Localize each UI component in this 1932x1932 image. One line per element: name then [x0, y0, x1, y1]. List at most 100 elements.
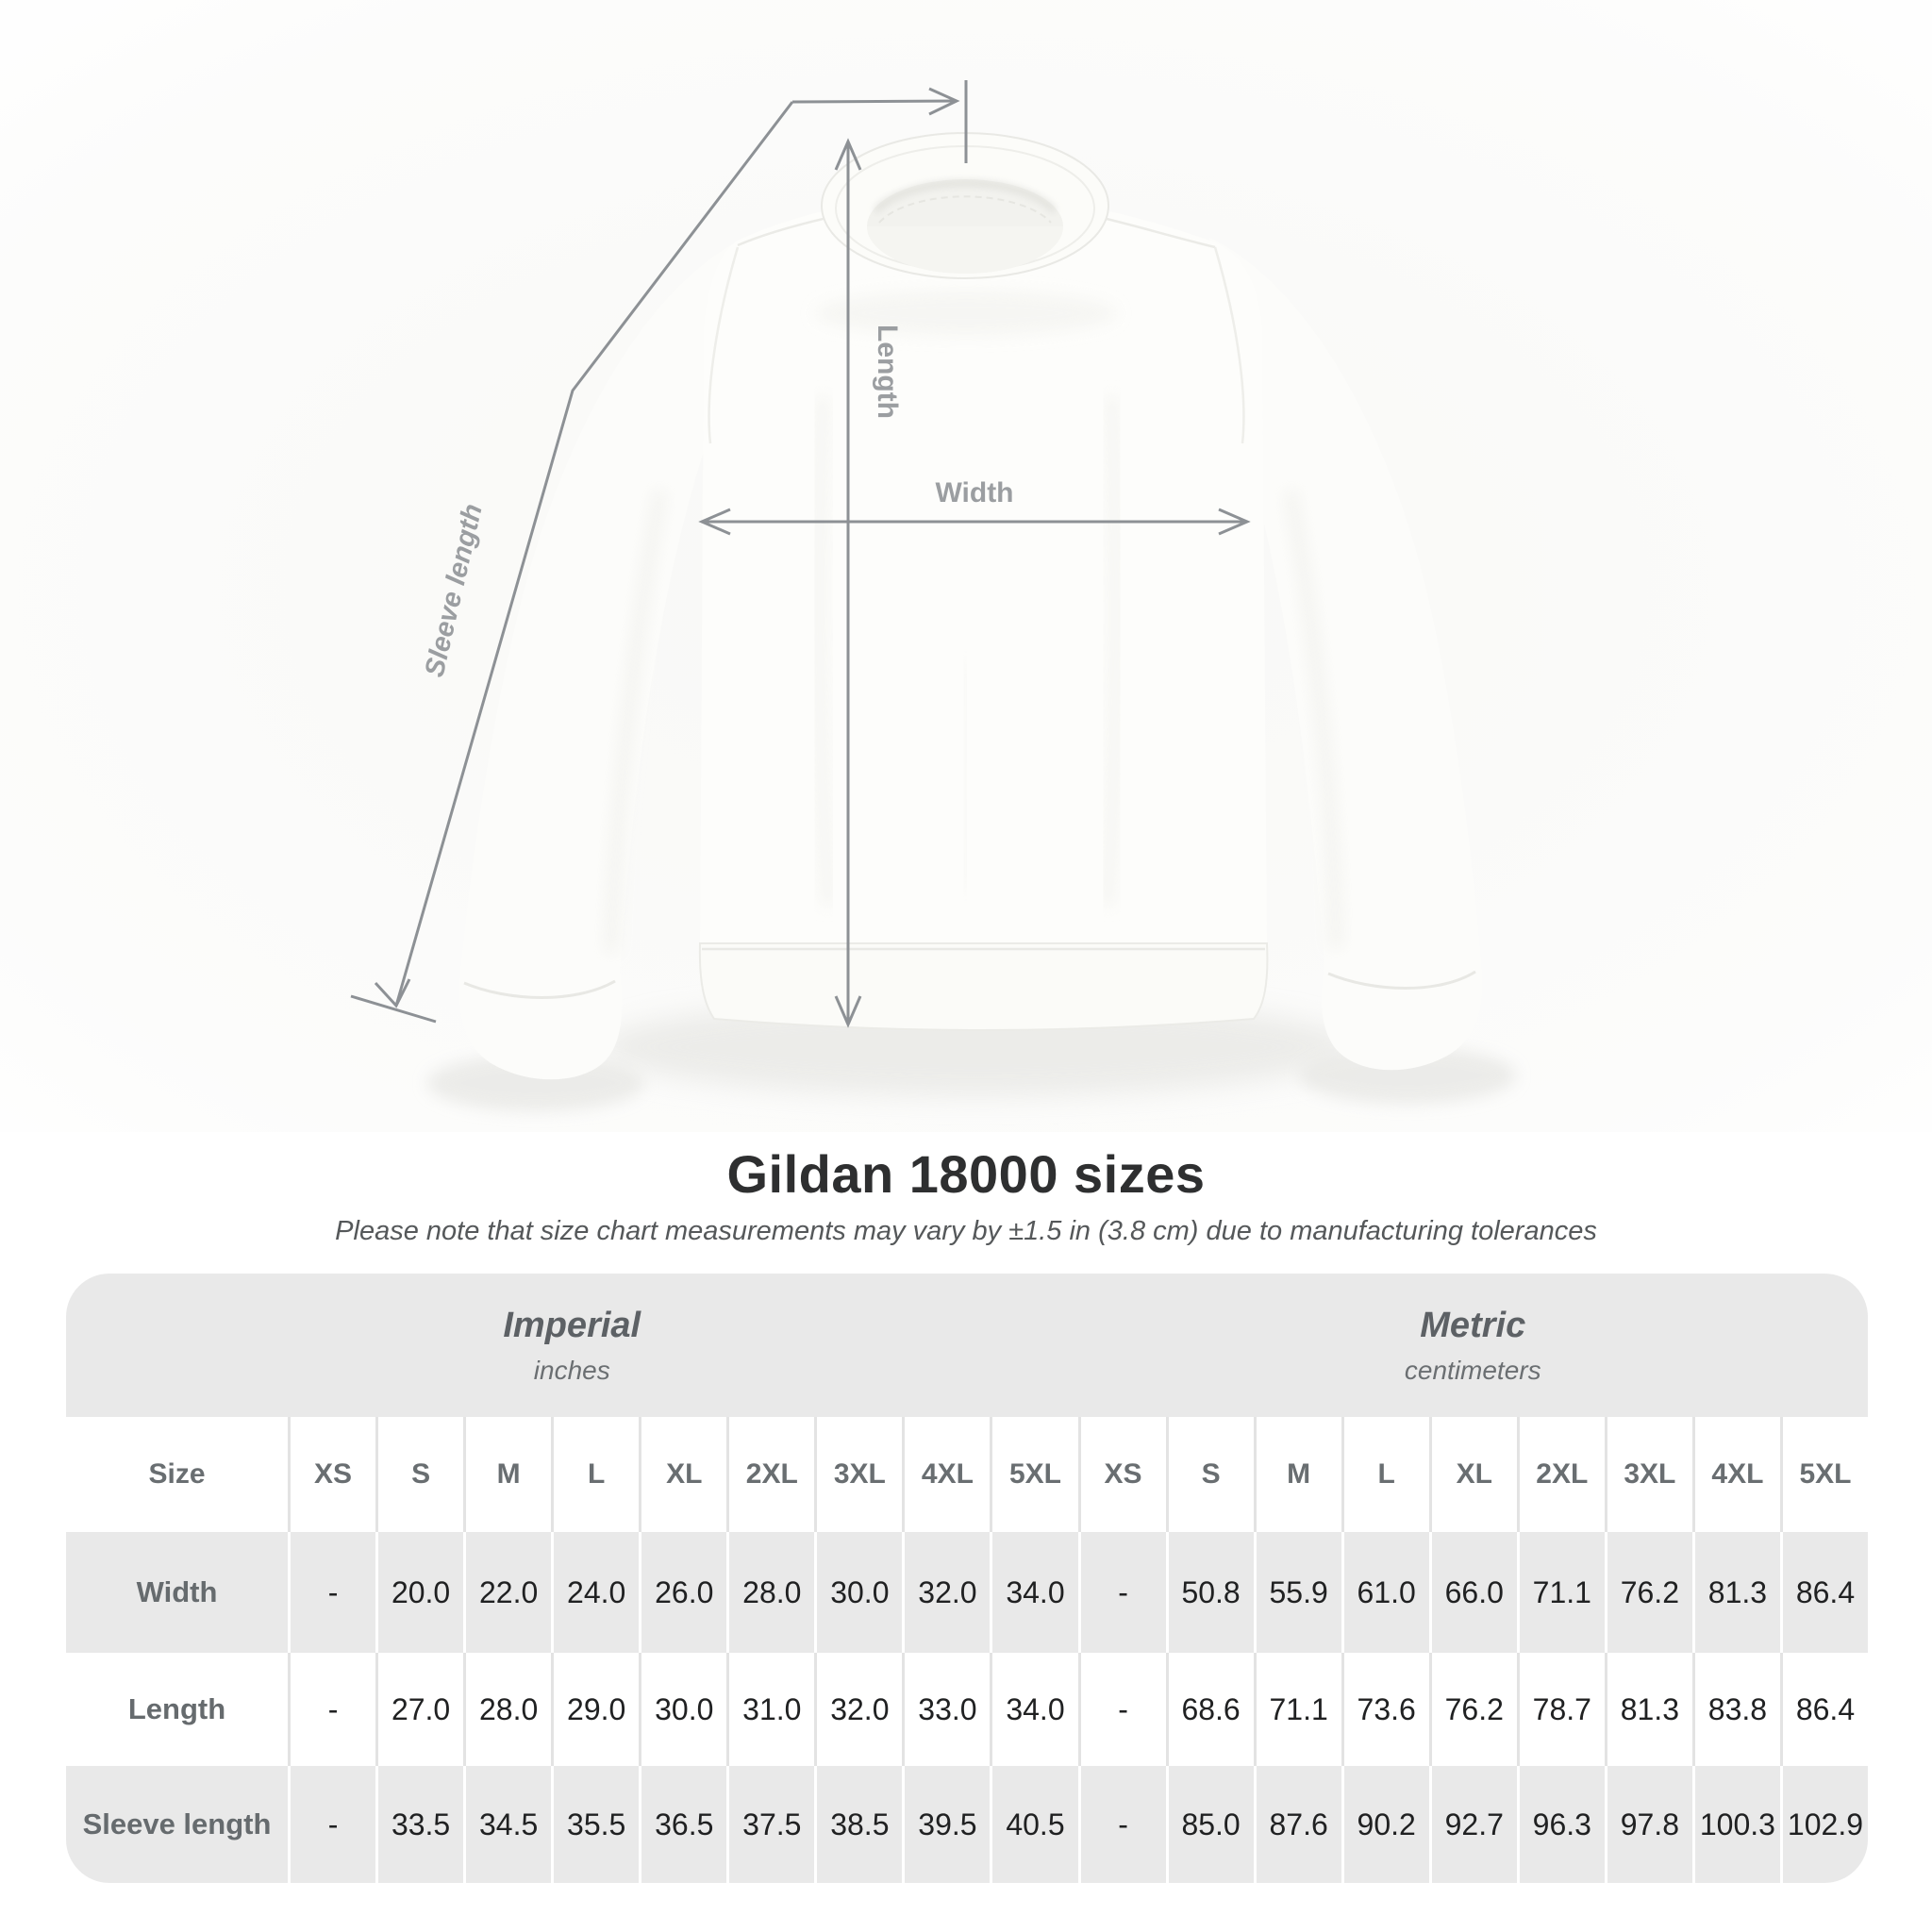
table-cell: 68.6: [1168, 1653, 1254, 1766]
table-cell: 97.8: [1607, 1766, 1692, 1883]
column-header: XL: [1431, 1417, 1517, 1532]
sleeve-arrowhead: [374, 978, 411, 1008]
table-cell: 76.2: [1431, 1653, 1517, 1766]
column-header: 2XL: [729, 1417, 815, 1532]
table-cell: -: [1080, 1653, 1166, 1766]
measurement-annotations: [350, 80, 1251, 1028]
right-sleeve: [1209, 238, 1482, 1071]
table-cell: 32.0: [905, 1532, 991, 1653]
width-arrow: [698, 508, 1251, 536]
table-cell: -: [1080, 1532, 1166, 1653]
column-header: S: [378, 1417, 464, 1532]
table-cell: 20.0: [378, 1532, 464, 1653]
table-cell: 30.0: [817, 1532, 903, 1653]
table-cell: 36.5: [641, 1766, 727, 1883]
width-label: Width: [935, 477, 1013, 508]
size-col-header: Size: [66, 1417, 288, 1532]
table-cell: 71.1: [1256, 1653, 1341, 1766]
table-cell: 96.3: [1519, 1766, 1605, 1883]
table-cell: 30.0: [641, 1653, 727, 1766]
length-bottom-arrowhead: [834, 995, 862, 1028]
measure-row-sleeve: Sleeve length -33.5 34.5 35.5 36.5 37.5 38.5 39…: [66, 1766, 1868, 1883]
table-cell: 31.0: [729, 1653, 815, 1766]
chest-fold: [815, 291, 1117, 336]
table-cell: 28.0: [729, 1532, 815, 1653]
table-cell: -: [291, 1653, 376, 1766]
table-cell: 78.7: [1519, 1653, 1605, 1766]
table-cell: 55.9: [1256, 1532, 1341, 1653]
table-cell: 66.0: [1431, 1532, 1517, 1653]
table-cell: 35.5: [554, 1766, 640, 1883]
column-header: 2XL: [1519, 1417, 1605, 1532]
table-cell: 81.3: [1607, 1653, 1692, 1766]
metric-unit-label: centimeters: [1404, 1355, 1541, 1385]
column-header: L: [554, 1417, 640, 1532]
right-sleeve-fold: [1284, 489, 1342, 949]
sweatshirt: [427, 132, 1516, 1111]
imperial-section-header: Imperial inches: [66, 1274, 1078, 1417]
metric-section-header: Metric centimeters: [1078, 1274, 1869, 1417]
column-header: L: [1343, 1417, 1429, 1532]
body: [700, 194, 1267, 957]
column-header: XS: [1080, 1417, 1166, 1532]
table-cell: -: [1080, 1766, 1166, 1883]
table-cell: 34.0: [992, 1532, 1078, 1653]
left-armhole-seam: [708, 246, 740, 444]
measure-row-width: Width -20.0 22.0 24.0 26.0 28.0 30.0 32.0 34.0-5…: [66, 1532, 1868, 1653]
table-cell: 86.4: [1782, 1532, 1868, 1653]
left-sleeve-fold: [605, 489, 667, 954]
table-cell: 90.2: [1343, 1766, 1429, 1883]
body-fold-left: [811, 395, 836, 907]
table-cell: 33.0: [905, 1653, 991, 1766]
unit-header-band: Imperial inches Metric centimeters: [66, 1274, 1868, 1417]
table-cell: 81.3: [1694, 1532, 1780, 1653]
table-cell: 38.5: [817, 1766, 903, 1883]
column-header: 5XL: [1782, 1417, 1868, 1532]
body-fold-right: [1100, 395, 1124, 907]
table-cell: 22.0: [466, 1532, 552, 1653]
table-cell: 76.2: [1607, 1532, 1692, 1653]
table-cell: 86.4: [1782, 1653, 1868, 1766]
table-cell: 33.5: [378, 1766, 464, 1883]
length-label: Length: [872, 325, 903, 419]
row-label: Length: [66, 1653, 288, 1766]
table-cell: 50.8: [1168, 1532, 1254, 1653]
column-header: XL: [641, 1417, 727, 1532]
collar-inner-back: [867, 226, 1063, 274]
table-cell: 85.0: [1168, 1766, 1254, 1883]
body-fold-center: [959, 659, 971, 892]
column-header: M: [466, 1417, 552, 1532]
right-armhole-seam: [1213, 246, 1245, 444]
length-top-arrowhead: [834, 138, 862, 171]
table-cell: 83.8: [1694, 1653, 1780, 1766]
measure-row-length: Length -27.0 28.0 29.0 30.0 31.0 32.0 33.0 34.0-…: [66, 1653, 1868, 1766]
top-reference-arrow: [791, 80, 968, 163]
width-left-arrowhead: [698, 508, 731, 536]
column-header: 4XL: [905, 1417, 991, 1532]
size-table: Imperial inches Metric centimeters Size X…: [66, 1274, 1868, 1883]
top-arrowhead: [928, 87, 960, 116]
table-cell: 32.0: [817, 1653, 903, 1766]
column-header: 4XL: [1694, 1417, 1780, 1532]
row-label: Width: [66, 1532, 288, 1653]
left-cuff-seam: [463, 979, 616, 999]
column-header: 3XL: [817, 1417, 903, 1532]
table-cell: 34.0: [992, 1653, 1078, 1766]
table-cell: 24.0: [554, 1532, 640, 1653]
table-cell: 39.5: [905, 1766, 991, 1883]
table-cell: 28.0: [466, 1653, 552, 1766]
table-cell: 87.6: [1256, 1766, 1341, 1883]
column-header: 3XL: [1607, 1417, 1692, 1532]
imperial-label: Imperial: [503, 1305, 641, 1345]
table-cell: 92.7: [1431, 1766, 1517, 1883]
right-cuff-seam: [1327, 970, 1476, 990]
hem-band: [698, 942, 1269, 1031]
table-cell: 100.3: [1694, 1766, 1780, 1883]
table-cell: -: [291, 1766, 376, 1883]
imperial-unit-label: inches: [533, 1355, 610, 1385]
sleeve-end-tick: [350, 994, 437, 1024]
table-cell: 37.5: [729, 1766, 815, 1883]
tolerance-note: Please note that size chart measurements…: [335, 1216, 1597, 1246]
column-header: M: [1256, 1417, 1341, 1532]
size-header-row: Size XS S M L XL 2XL 3XL 4XL 5XL XS S M L XL 2XL 3XL 4XL 5…: [66, 1417, 1868, 1532]
